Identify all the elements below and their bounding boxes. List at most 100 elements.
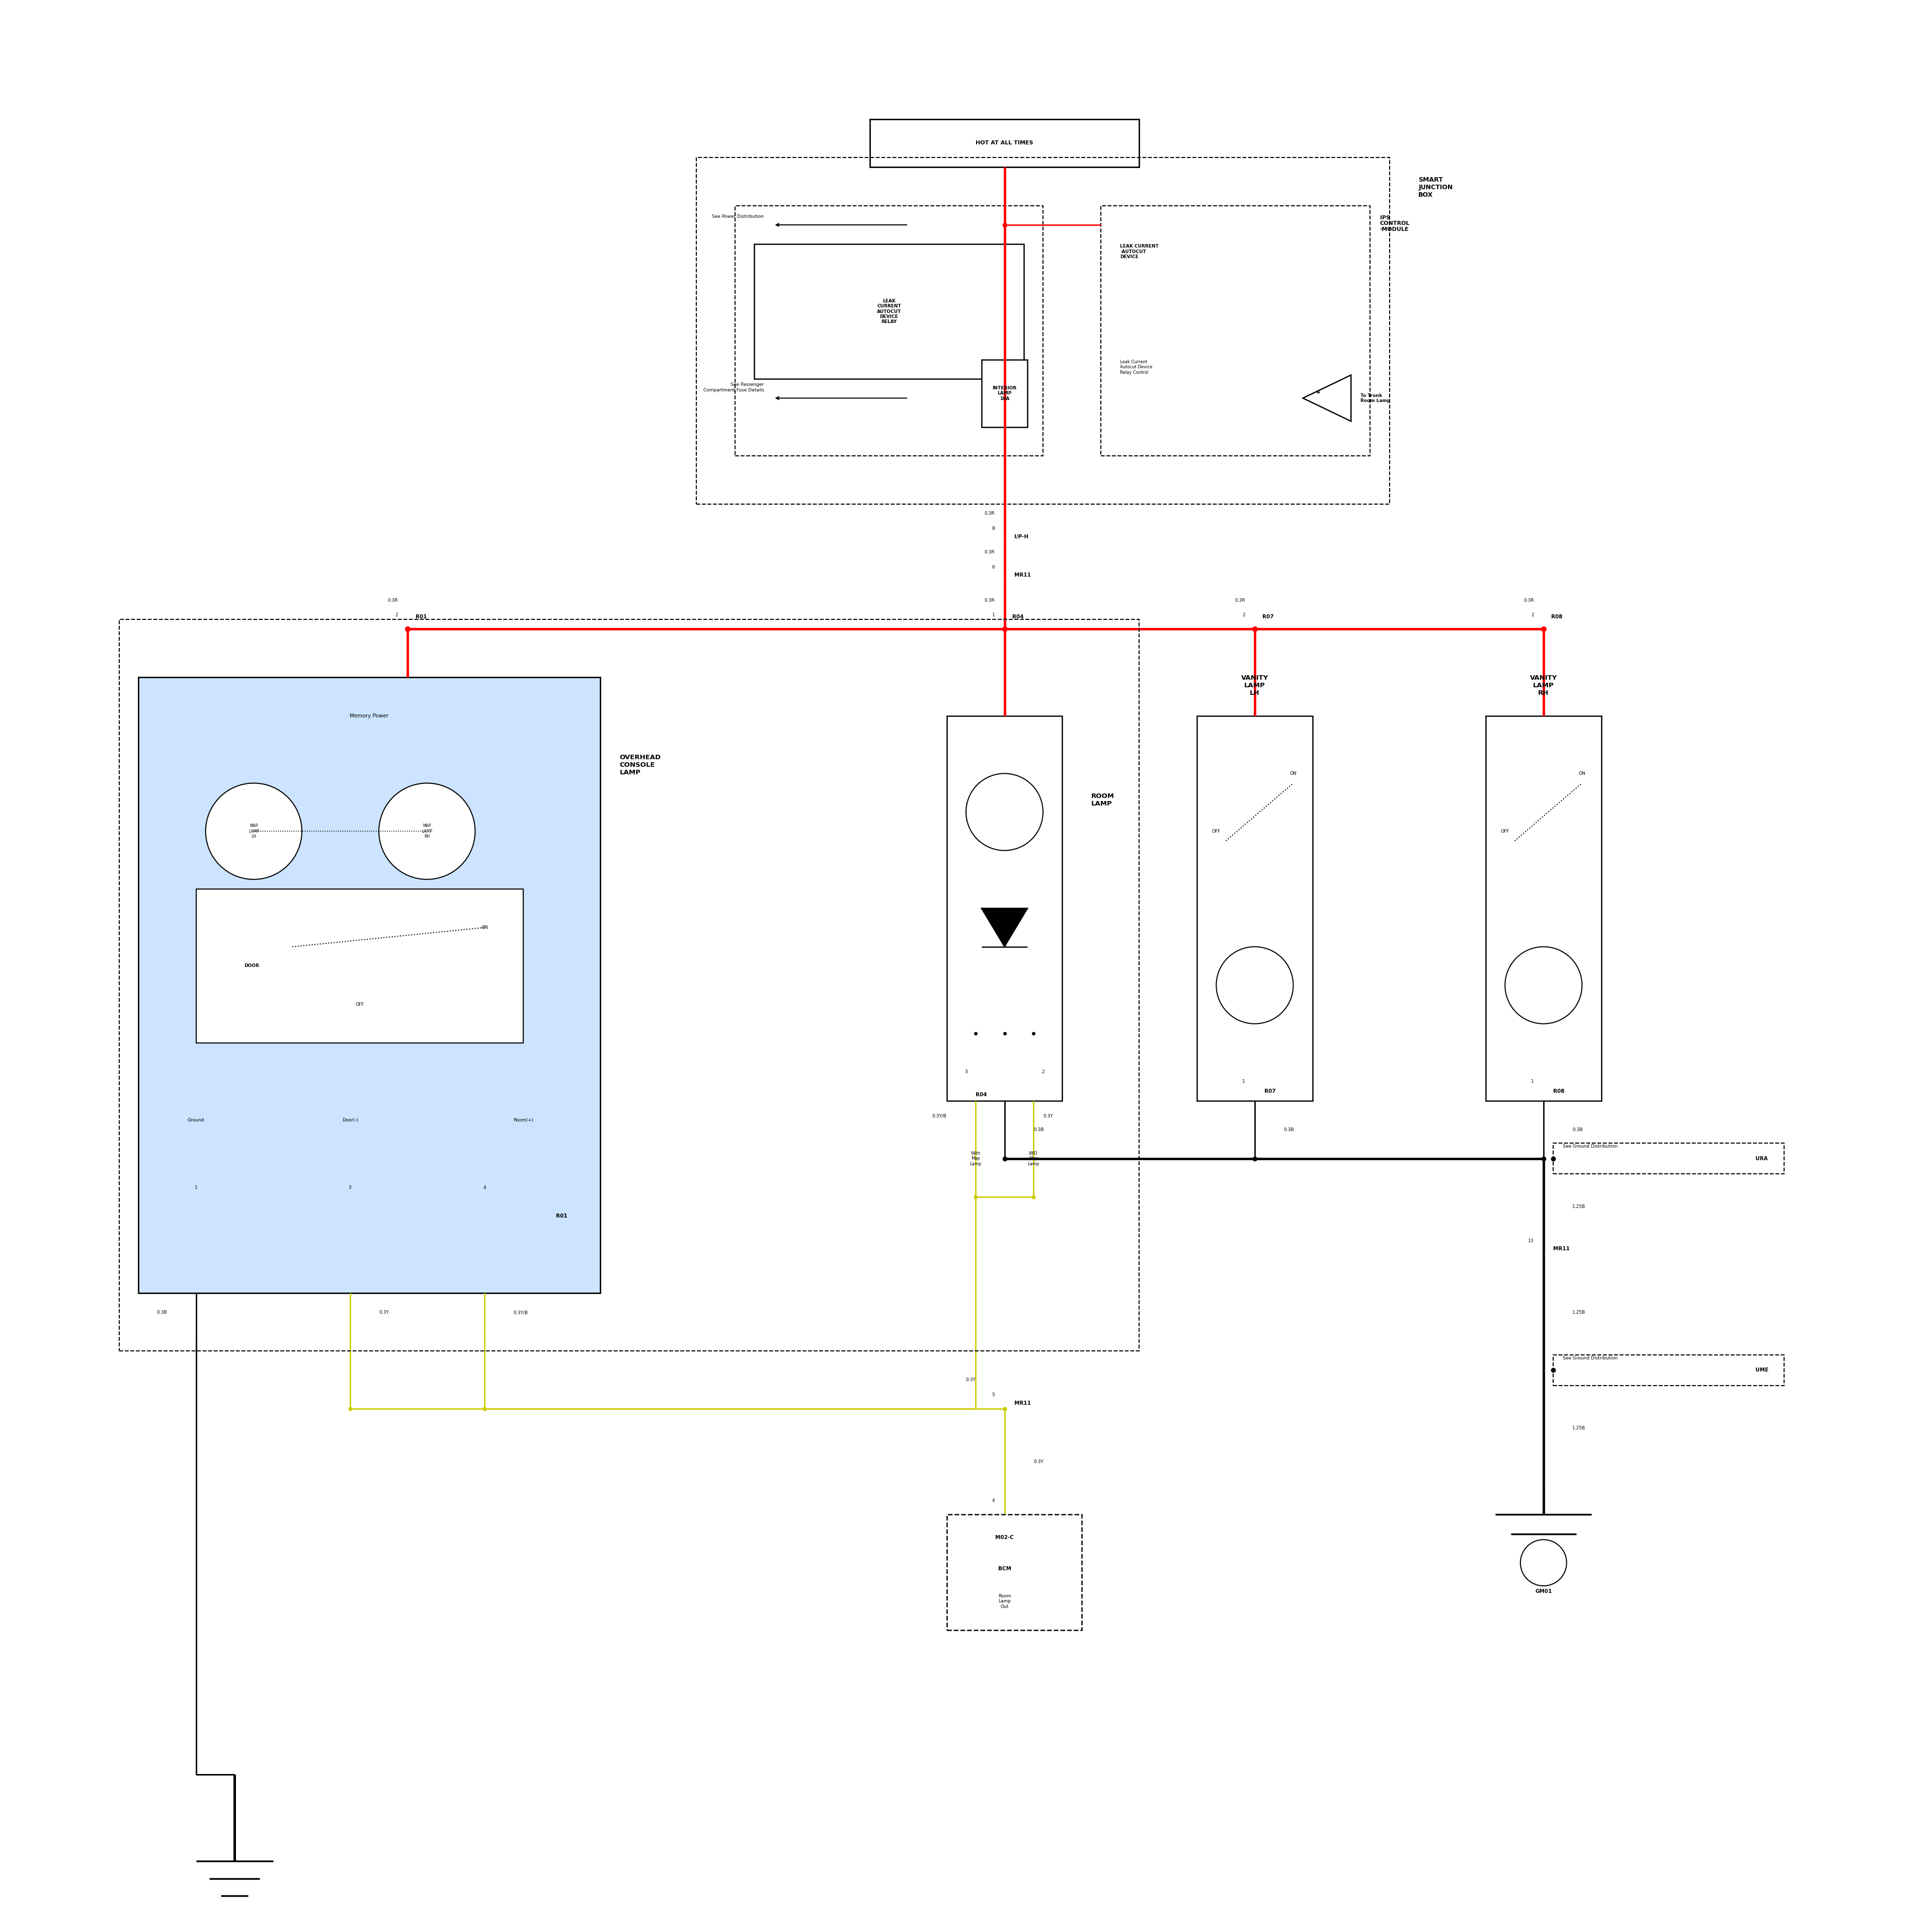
Text: R01: R01 (415, 614, 427, 620)
Bar (1553, 1354, 1783, 1385)
Text: INTERIOR
LAMP
10A: INTERIOR LAMP 10A (993, 386, 1016, 400)
Text: MR11: MR11 (1014, 1401, 1030, 1405)
Bar (947, 715, 1063, 1101)
Text: 0.3R: 0.3R (985, 512, 995, 516)
Text: A: A (1316, 390, 1320, 394)
Circle shape (966, 773, 1043, 850)
Text: 2: 2 (1041, 1070, 1045, 1074)
Text: 0.3Y: 0.3Y (1034, 1459, 1043, 1464)
Text: Room(+): Room(+) (514, 1119, 533, 1122)
Text: 2: 2 (396, 612, 398, 618)
Text: 0.3B: 0.3B (1034, 1128, 1043, 1132)
Text: R07: R07 (1262, 614, 1273, 620)
Text: OFF: OFF (1211, 829, 1221, 833)
Bar (195, 889, 524, 1043)
Text: 0.3Y: 0.3Y (379, 1310, 388, 1316)
Text: R04: R04 (1012, 614, 1024, 620)
Text: UME: UME (1756, 1368, 1768, 1374)
Text: R04: R04 (976, 1092, 987, 1097)
Text: 1: 1 (195, 1184, 197, 1190)
Text: 1.25B: 1.25B (1573, 1310, 1586, 1316)
Text: IPS
CONTROL
·MODULE: IPS CONTROL ·MODULE (1379, 214, 1410, 232)
Text: 0.3B: 0.3B (1283, 1128, 1294, 1132)
Text: See Passenger
Compartment Fuse Details: See Passenger Compartment Fuse Details (703, 383, 763, 392)
Bar (1198, 715, 1312, 1101)
Text: 3: 3 (964, 1070, 968, 1074)
Text: Room
Lamp
Out: Room Lamp Out (999, 1594, 1010, 1609)
Text: 1: 1 (1242, 1080, 1244, 1084)
Text: 2: 2 (1242, 612, 1244, 618)
Text: SMART
JUNCTION
BOX: SMART JUNCTION BOX (1418, 176, 1453, 199)
Text: Memory Power: Memory Power (350, 713, 388, 719)
Text: 3: 3 (348, 1184, 352, 1190)
Text: 1: 1 (1530, 1080, 1534, 1084)
Text: 0.3R: 0.3R (388, 599, 398, 603)
Bar (981, 359, 1028, 427)
Bar (120, 620, 1140, 1350)
Text: VANITY
LAMP
RH: VANITY LAMP RH (1530, 674, 1557, 697)
Text: M02-C: M02-C (995, 1536, 1014, 1540)
Text: VANITY
LAMP
LH: VANITY LAMP LH (1240, 674, 1269, 697)
Text: OFF: OFF (355, 1003, 363, 1007)
Text: 0.3R: 0.3R (985, 551, 995, 554)
Text: See Ground Distribution: See Ground Distribution (1563, 1356, 1617, 1360)
Text: See Power Distribution: See Power Distribution (713, 214, 763, 218)
Text: See Ground Distribution: See Ground Distribution (1563, 1144, 1617, 1150)
Text: 6: 6 (991, 564, 995, 570)
Circle shape (1505, 947, 1582, 1024)
Text: 5: 5 (991, 1393, 995, 1397)
Bar (1486, 715, 1602, 1101)
Text: Leak Current
Autocut Device
Relay Control: Leak Current Autocut Device Relay Contro… (1121, 359, 1151, 375)
Circle shape (1520, 1540, 1567, 1586)
Polygon shape (1302, 375, 1350, 421)
Bar (869, 120, 1140, 168)
Text: I/P-H: I/P-H (1014, 535, 1028, 539)
Bar (1101, 205, 1370, 456)
Text: R01: R01 (556, 1213, 568, 1219)
Text: Ground: Ground (187, 1119, 205, 1122)
Text: 4: 4 (991, 1499, 995, 1503)
Text: 2: 2 (1530, 612, 1534, 618)
Text: 0.3B: 0.3B (156, 1310, 168, 1316)
Text: DOOR: DOOR (243, 964, 259, 968)
Text: With
Map
Lamp: With Map Lamp (970, 1151, 981, 1167)
Text: LEAK CURRENT
·AUTOCUT
DEVICE: LEAK CURRENT ·AUTOCUT DEVICE (1121, 243, 1159, 259)
Text: HOT AT ALL TIMES: HOT AT ALL TIMES (976, 141, 1034, 145)
Text: MR11: MR11 (1553, 1246, 1569, 1252)
Text: ROOM
LAMP: ROOM LAMP (1092, 792, 1115, 808)
Text: R08: R08 (1553, 1088, 1565, 1094)
Text: OFF: OFF (1501, 829, 1509, 833)
Text: 0.3B: 0.3B (1573, 1128, 1582, 1132)
Text: R07: R07 (1264, 1088, 1275, 1094)
Text: MAP
LAMP
LH: MAP LAMP LH (249, 823, 259, 838)
Text: 0.3Y: 0.3Y (966, 1378, 976, 1381)
Bar (1553, 1144, 1783, 1175)
Polygon shape (981, 908, 1028, 947)
Text: LEAK
CURRENT
AUTOCUT
DEVICE
RELAY: LEAK CURRENT AUTOCUT DEVICE RELAY (877, 299, 900, 325)
Text: 8: 8 (991, 526, 995, 531)
Bar (753, 243, 1024, 379)
Text: 13: 13 (1528, 1238, 1534, 1242)
Text: R08: R08 (1551, 614, 1563, 620)
Text: Door(-): Door(-) (342, 1119, 357, 1122)
Text: MAP
LAMP
RH: MAP LAMP RH (421, 823, 433, 838)
Text: To Trunk
Room Lamp: To Trunk Room Lamp (1360, 394, 1391, 404)
Text: MR11: MR11 (1014, 572, 1030, 578)
Bar (947, 1515, 1082, 1631)
Text: W/O
Map
Lamp: W/O Map Lamp (1028, 1151, 1039, 1167)
Text: URA: URA (1756, 1155, 1768, 1161)
Text: ON: ON (481, 925, 489, 929)
Text: GM01: GM01 (1536, 1590, 1551, 1594)
Text: 1.25B: 1.25B (1573, 1204, 1586, 1209)
Text: 1.25B: 1.25B (1573, 1426, 1586, 1430)
Circle shape (379, 782, 475, 879)
Bar (734, 205, 1043, 456)
Text: 0.3R: 0.3R (1524, 599, 1534, 603)
Text: OVERHEAD
CONSOLE
LAMP: OVERHEAD CONSOLE LAMP (620, 753, 661, 777)
Bar (139, 678, 601, 1293)
Text: 0.3R: 0.3R (985, 599, 995, 603)
Text: 4: 4 (483, 1184, 487, 1190)
Text: ON: ON (1578, 771, 1586, 777)
Bar (697, 158, 1389, 504)
Circle shape (1217, 947, 1293, 1024)
